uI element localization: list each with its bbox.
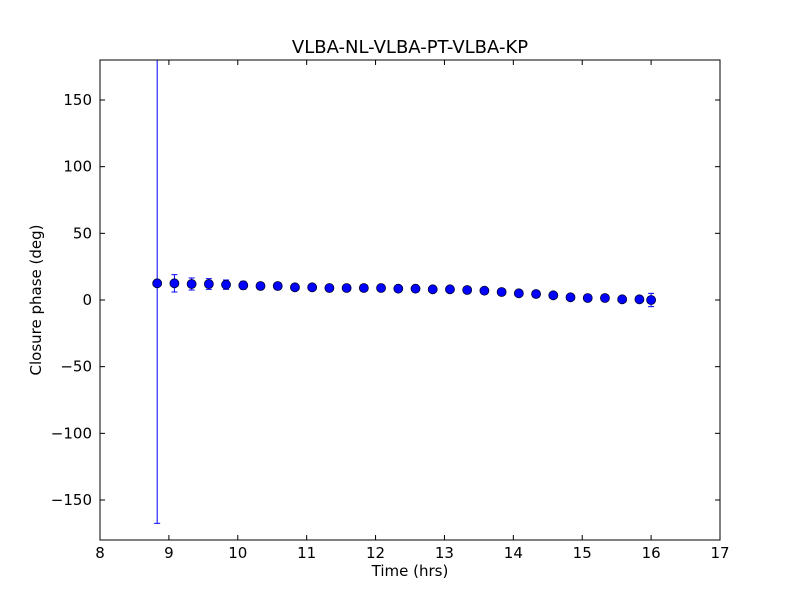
data-point (548, 290, 559, 301)
data-point (634, 294, 645, 305)
y-tick-label: −50 (60, 358, 92, 376)
x-tick-label: 9 (164, 544, 174, 562)
data-point (646, 295, 657, 305)
x-axis-label: Time (hrs) (371, 562, 449, 580)
data-point (221, 279, 231, 290)
x-tick-label: 8 (95, 544, 105, 562)
data-point (307, 282, 318, 293)
data-point (341, 283, 352, 293)
data-point (617, 294, 628, 305)
x-tick-label: 11 (297, 544, 316, 562)
y-tick-label: 50 (73, 224, 92, 242)
y-axis-label: Closure phase (deg) (27, 225, 45, 376)
data-point (445, 284, 455, 295)
data-point (324, 283, 335, 293)
data-point (582, 293, 593, 303)
y-tick-label: 100 (63, 158, 92, 176)
data-point (238, 280, 249, 291)
data-point (462, 285, 473, 295)
x-tick-label: 17 (710, 544, 729, 562)
data-point (410, 283, 421, 294)
x-tick-label: 16 (642, 544, 661, 562)
data-point (203, 279, 214, 289)
y-tick-label: 150 (63, 91, 92, 109)
data-point (479, 285, 490, 296)
data-point (169, 278, 180, 289)
data-point (376, 283, 386, 293)
data-point (531, 289, 541, 299)
axis-ticks: 8 9 10 11 12 13 14 15 16 17 −150 −100 −50 0 50 100 150 (51, 60, 730, 562)
data-point (565, 292, 576, 303)
data-point (358, 283, 369, 293)
x-tick-label: 10 (228, 544, 247, 562)
y-tick-label: −150 (51, 491, 92, 509)
x-tick-label: 14 (504, 544, 523, 562)
data-point (496, 287, 507, 297)
data-point (513, 288, 524, 299)
x-tick-label: 15 (573, 544, 592, 562)
y-tick-label: 0 (82, 291, 92, 309)
data-point (255, 281, 266, 291)
data-point (272, 281, 283, 291)
data-marks (152, 60, 657, 524)
data-point (427, 284, 438, 295)
data-point (290, 282, 300, 293)
x-tick-label: 13 (435, 544, 454, 562)
y-tick-label: −100 (51, 424, 92, 442)
data-point (152, 278, 163, 289)
data-point (186, 279, 197, 289)
data-point (600, 293, 610, 303)
chart-title: VLBA-NL-VLBA-PT-VLBA-KP (292, 37, 528, 58)
data-point (393, 283, 404, 294)
x-tick-label: 12 (366, 544, 385, 562)
